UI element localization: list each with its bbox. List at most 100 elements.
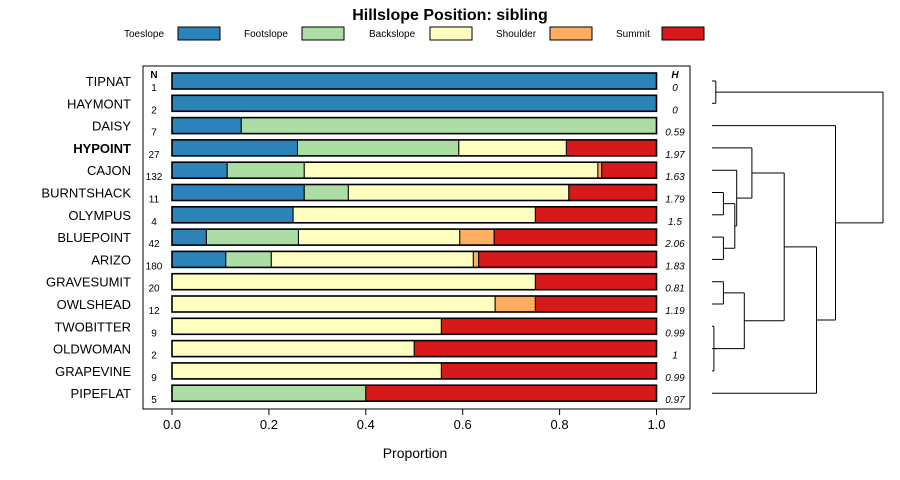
dendrogram (712, 80, 884, 394)
row-arizo: ARIZO 180 1.83 (91, 250, 685, 272)
row-n: 27 (148, 150, 160, 161)
row-h: 1.79 (665, 195, 685, 206)
bar-outline (171, 116, 658, 135)
bar-segment-toeslope (171, 250, 227, 268)
row-daisy: DAISY 7 0.59 (92, 116, 685, 139)
row-n: 1 (151, 83, 157, 94)
bar-outline (171, 384, 658, 403)
row-grapevine: GRAPEVINE 9 0.99 (55, 362, 685, 384)
bar-segment-footslope (240, 117, 657, 135)
row-hypoint: HYPOINT 27 1.97 (73, 139, 685, 161)
bar-outline (171, 161, 658, 179)
bar-segment-summit (534, 273, 657, 291)
bar-outline (171, 317, 658, 336)
legend-label: Backslope (369, 29, 416, 40)
bar-segment-summit (601, 161, 658, 179)
row-haymont: HAYMONT 2 0 (67, 94, 678, 116)
bar-segment-summit (493, 228, 657, 246)
row-label: TWOBITTER (54, 319, 131, 334)
row-olympus: OLYMPUS 4 1.5 (68, 206, 682, 228)
row-h: 1 (672, 351, 678, 362)
bar-segment-summit (413, 340, 657, 358)
bar-segment-backslope (171, 273, 536, 291)
row-h: 0.97 (665, 395, 685, 406)
bar-segment-backslope (171, 362, 442, 380)
bar-segment-backslope (171, 317, 442, 335)
row-h: 0 (672, 105, 678, 116)
row-h: 1.63 (665, 172, 685, 183)
bar-segment-toeslope (171, 72, 657, 90)
bar-segment-toeslope (171, 139, 298, 157)
bar-segment-footslope (226, 161, 305, 179)
row-h: 1.5 (668, 217, 682, 228)
bar-segment-summit (440, 317, 657, 335)
bar-segment-summit (565, 139, 657, 157)
x-tick-label: 0.0 (163, 417, 181, 432)
x-tick-label: 0.2 (260, 417, 278, 432)
bar-segment-backslope (347, 184, 570, 201)
bar-outline (171, 250, 658, 269)
bar-segment-backslope (292, 206, 536, 224)
row-h: 1.97 (665, 150, 685, 161)
row-h: 0 (672, 83, 678, 94)
row-n: 9 (151, 373, 157, 384)
bar-outline (171, 362, 658, 380)
bar-segment-toeslope (171, 206, 294, 224)
bar-outline (171, 139, 658, 157)
plot-panel (142, 65, 691, 410)
x-axis: 0.0 0.2 0.4 0.6 0.8 1.0 (163, 409, 666, 432)
row-label: BLUEPOINT (57, 230, 131, 245)
row-label: OWLSHEAD (57, 297, 131, 312)
bar-outline (171, 183, 658, 202)
row-label: ARIZO (91, 252, 131, 267)
row-label: GRAPEVINE (55, 364, 131, 379)
bar-segment-summit (440, 362, 657, 380)
row-twobitter: TWOBITTER 9 0.99 (54, 317, 685, 339)
legend: Toeslope Footslope Backslope Shoulder Summit (124, 26, 705, 41)
row-cajon: CAJON 132 1.63 (87, 161, 685, 183)
row-h: 0.99 (665, 373, 685, 384)
row-gravesumit: GRAVESUMIT 20 0.81 (46, 272, 685, 295)
row-label: CAJON (87, 163, 131, 178)
bar-segment-summit (568, 184, 657, 201)
bar-segment-summit (534, 295, 657, 313)
row-burntshack: BURNTSHACK 11 1.79 (41, 183, 685, 206)
row-bluepoint: BLUEPOINT 42 2.06 (57, 228, 685, 250)
bar-outline (171, 339, 658, 358)
chart-title: Hillslope Position: sibling (352, 7, 548, 24)
bar-segment-backslope (171, 295, 496, 313)
row-owlshead: OWLSHEAD 12 1.19 (57, 295, 685, 317)
bar-segment-shoulder (597, 161, 603, 179)
bar-segment-shoulder (494, 295, 536, 313)
h-column-header: H (671, 70, 679, 81)
n-column-header: N (150, 70, 157, 81)
bar-segment-shoulder (472, 250, 480, 268)
legend-label: Summit (616, 29, 650, 40)
bar-segment-summit (478, 250, 657, 268)
row-label: BURNTSHACK (41, 186, 131, 201)
row-h: 1.19 (665, 306, 685, 317)
row-n: 180 (146, 261, 163, 272)
row-h: 1.83 (665, 261, 685, 272)
bar-segment-footslope (205, 228, 299, 246)
row-n: 2 (151, 105, 157, 116)
bar-segment-backslope (458, 139, 567, 157)
bar-outline (171, 228, 658, 246)
row-n: 11 (149, 195, 160, 206)
row-h: 0.59 (665, 128, 685, 139)
bar-segment-backslope (270, 250, 474, 268)
bar-outline (171, 272, 658, 291)
row-n: 12 (148, 306, 160, 317)
bar-segment-footslope (225, 250, 272, 268)
bar-segment-toeslope (171, 161, 228, 179)
legend-label: Toeslope (124, 29, 164, 40)
row-label: HAYMONT (67, 96, 131, 111)
bar-segment-backslope (171, 340, 415, 358)
legend-label: Shoulder (496, 29, 537, 40)
row-n: 5 (151, 395, 157, 406)
bar-segment-toeslope (171, 228, 207, 246)
legend-swatch (429, 26, 473, 41)
bar-segment-summit (365, 384, 657, 402)
bar-segment-footslope (296, 139, 460, 157)
